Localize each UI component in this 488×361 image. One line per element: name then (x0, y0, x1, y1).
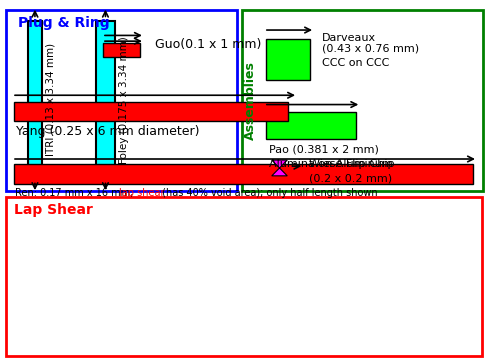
Text: Foley (0.175 x 3.34 mm): Foley (0.175 x 3.34 mm) (118, 36, 128, 164)
Bar (6, 197, 481, 356)
Text: ITRI (0.13 x 3.34 mm): ITRI (0.13 x 3.34 mm) (45, 43, 56, 156)
Text: Pao (0.381 x 2 mm): Pao (0.381 x 2 mm) (268, 145, 378, 155)
Text: Lap Shear: Lap Shear (14, 203, 92, 217)
Bar (6, 10, 237, 191)
Text: (0.2 x 0.2 mm): (0.2 x 0.2 mm) (308, 174, 391, 184)
Bar (14, 164, 472, 184)
Polygon shape (271, 160, 287, 176)
Text: Guo(0.1 x 1 mm): Guo(0.1 x 1 mm) (154, 38, 261, 51)
Bar (242, 10, 482, 191)
Bar (103, 43, 140, 57)
Bar (96, 21, 115, 179)
Bar (28, 21, 41, 179)
Bar (266, 39, 309, 80)
Bar (14, 102, 287, 121)
Text: Assemblies: Assemblies (244, 61, 257, 140)
Text: Plug & Ring: Plug & Ring (19, 16, 110, 30)
Text: Ren: 0.17 mm x 16 mm,: Ren: 0.17 mm x 16 mm, (15, 188, 139, 198)
Text: Yang (0.25 x 6 mm diameter): Yang (0.25 x 6 mm diameter) (16, 125, 199, 138)
Text: Darveaux: Darveaux (322, 33, 376, 43)
Text: (0.43 x 0.76 mm): (0.43 x 0.76 mm) (322, 44, 419, 54)
Text: Alumina on Aluminum: Alumina on Aluminum (268, 159, 392, 169)
Text: CCC on CCC: CCC on CCC (322, 58, 389, 68)
Text: lap shear: lap shear (118, 188, 163, 198)
Bar (266, 112, 356, 139)
Text: Wiese Flip-Chip: Wiese Flip-Chip (308, 159, 394, 169)
Text: (has 40% void area); only half length shown: (has 40% void area); only half length sh… (159, 188, 377, 198)
